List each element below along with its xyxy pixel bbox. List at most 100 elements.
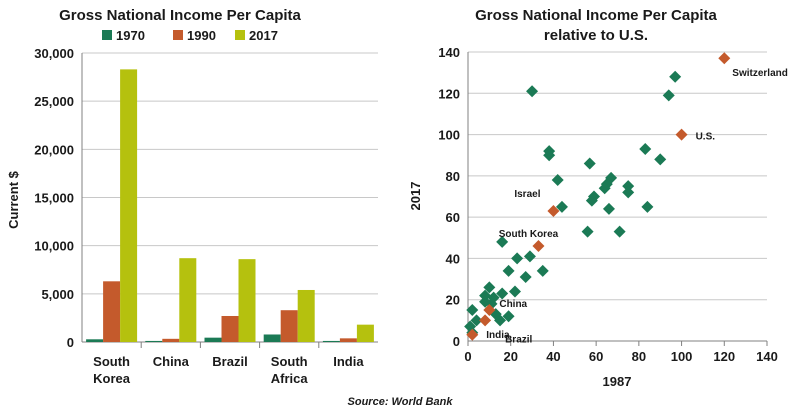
scatter-point-highlight bbox=[483, 304, 496, 317]
scatter-point-label: Brazil bbox=[505, 334, 532, 345]
bar-chart-title: Gross National Income Per Capita bbox=[59, 7, 301, 24]
scatter-point bbox=[502, 264, 515, 277]
bar-1990 bbox=[339, 338, 357, 342]
bar-y-tick-label: 20,000 bbox=[34, 142, 74, 157]
bar-1970 bbox=[86, 339, 104, 342]
scatter-point bbox=[662, 89, 675, 102]
scatter-chart-gridlines bbox=[467, 51, 767, 342]
scatter-point bbox=[654, 153, 667, 166]
scatter-x-tick-label: 40 bbox=[546, 349, 560, 364]
scatter-point bbox=[508, 285, 521, 298]
bar-x-tick-label: Brazil bbox=[212, 354, 247, 369]
scatter-point bbox=[622, 180, 635, 193]
bar-x-tick-label: Korea bbox=[93, 371, 131, 386]
scatter-x-tick-label: 100 bbox=[671, 349, 693, 364]
scatter-point-highlight bbox=[479, 314, 492, 327]
bar-chart-y-ticks: 0 5,000 10,000 15,000 20,000 25,000 30,000 bbox=[34, 46, 74, 350]
bar-1970 bbox=[263, 334, 281, 342]
source-note: Source: World Bank bbox=[347, 396, 453, 408]
scatter-chart-points bbox=[464, 52, 731, 341]
bar-chart-bars bbox=[86, 69, 374, 343]
bar-y-tick-label: 0 bbox=[67, 335, 74, 350]
scatter-point bbox=[470, 314, 483, 327]
scatter-chart-y-label: 2017 bbox=[408, 182, 423, 211]
legend-swatch-2017 bbox=[235, 30, 245, 40]
scatter-point bbox=[511, 252, 524, 265]
scatter-x-tick-label: 60 bbox=[589, 349, 603, 364]
bar-2017 bbox=[297, 289, 315, 342]
scatter-x-tick-label: 20 bbox=[503, 349, 517, 364]
scatter-point-label: China bbox=[499, 299, 527, 310]
scatter-point bbox=[466, 304, 479, 317]
scatter-y-tick-label: 60 bbox=[446, 210, 460, 225]
scatter-point-label: Israel bbox=[514, 189, 540, 200]
bar-x-tick-label: China bbox=[153, 354, 190, 369]
scatter-chart-point-labels: Switzerland U.S. Israel South Korea China Bra… bbox=[486, 68, 788, 345]
scatter-point bbox=[622, 186, 635, 199]
legend-label-1970: 1970 bbox=[116, 28, 145, 43]
bar-2017 bbox=[120, 69, 138, 343]
scatter-point bbox=[519, 271, 532, 284]
scatter-point-highlight bbox=[547, 204, 560, 217]
scatter-point bbox=[581, 225, 594, 238]
scatter-point-highlight bbox=[466, 328, 479, 341]
scatter-chart-title: Gross National Income Per Capita bbox=[475, 7, 717, 24]
scatter-y-tick-label: 20 bbox=[446, 293, 460, 308]
scatter-point bbox=[496, 235, 509, 248]
scatter-x-tick-label: 140 bbox=[756, 349, 778, 364]
scatter-point bbox=[613, 225, 626, 238]
bar-2017 bbox=[356, 324, 374, 342]
bar-1970 bbox=[145, 340, 163, 342]
scatter-y-tick-label: 120 bbox=[438, 86, 460, 101]
scatter-y-tick-label: 140 bbox=[438, 45, 460, 60]
scatter-point bbox=[496, 287, 509, 300]
scatter-chart-x-label: 1987 bbox=[603, 374, 632, 389]
bar-chart: Gross National Income Per Capita 1970 199… bbox=[6, 7, 378, 386]
bar-x-tick-label: South bbox=[271, 354, 308, 369]
scatter-point bbox=[483, 281, 496, 294]
bar-1970 bbox=[322, 340, 340, 342]
scatter-point bbox=[479, 289, 492, 302]
bar-2017 bbox=[179, 258, 197, 342]
scatter-point bbox=[641, 200, 654, 213]
bar-chart-legend: 1970 1990 2017 bbox=[102, 28, 278, 43]
scatter-point bbox=[598, 182, 611, 195]
scatter-x-tick-label: 120 bbox=[713, 349, 735, 364]
scatter-point bbox=[602, 202, 615, 215]
scatter-point bbox=[526, 85, 539, 98]
bar-y-tick-label: 30,000 bbox=[34, 46, 74, 61]
scatter-y-tick-label: 0 bbox=[453, 334, 460, 349]
scatter-point bbox=[669, 70, 682, 83]
scatter-point bbox=[523, 250, 536, 263]
bar-chart-x-ticks: South Korea China Brazil South Africa India bbox=[93, 342, 364, 386]
bar-1970 bbox=[204, 337, 222, 342]
scatter-point bbox=[502, 310, 515, 323]
scatter-point-highlight bbox=[532, 240, 545, 253]
bar-chart-y-label: Current $ bbox=[6, 170, 21, 229]
scatter-point bbox=[585, 194, 598, 207]
scatter-point bbox=[543, 149, 556, 162]
scatter-y-tick-label: 80 bbox=[446, 169, 460, 184]
bar-y-tick-label: 5,000 bbox=[41, 287, 74, 302]
scatter-point bbox=[551, 173, 564, 186]
scatter-point bbox=[479, 295, 492, 308]
legend-label-1990: 1990 bbox=[187, 28, 216, 43]
scatter-x-tick-label: 0 bbox=[464, 349, 471, 364]
scatter-chart: Gross National Income Per Capita relativ… bbox=[408, 7, 788, 389]
bar-y-tick-label: 15,000 bbox=[34, 191, 74, 206]
legend-swatch-1970 bbox=[102, 30, 112, 40]
legend-swatch-1990 bbox=[173, 30, 183, 40]
scatter-chart-ticks: 0 20 40 60 80 100 120 140 0 20 40 60 80 100 120 140 bbox=[438, 45, 778, 364]
scatter-y-tick-label: 100 bbox=[438, 128, 460, 143]
bar-1990 bbox=[103, 281, 121, 342]
bar-y-tick-label: 25,000 bbox=[34, 94, 74, 109]
bar-2017 bbox=[238, 259, 256, 342]
scatter-point bbox=[555, 200, 568, 213]
scatter-point-label: U.S. bbox=[696, 132, 716, 143]
scatter-y-tick-label: 40 bbox=[446, 251, 460, 266]
bar-x-tick-label: Africa bbox=[271, 371, 309, 386]
scatter-point bbox=[536, 264, 549, 277]
bar-1990 bbox=[221, 315, 239, 342]
legend-label-2017: 2017 bbox=[249, 28, 278, 43]
